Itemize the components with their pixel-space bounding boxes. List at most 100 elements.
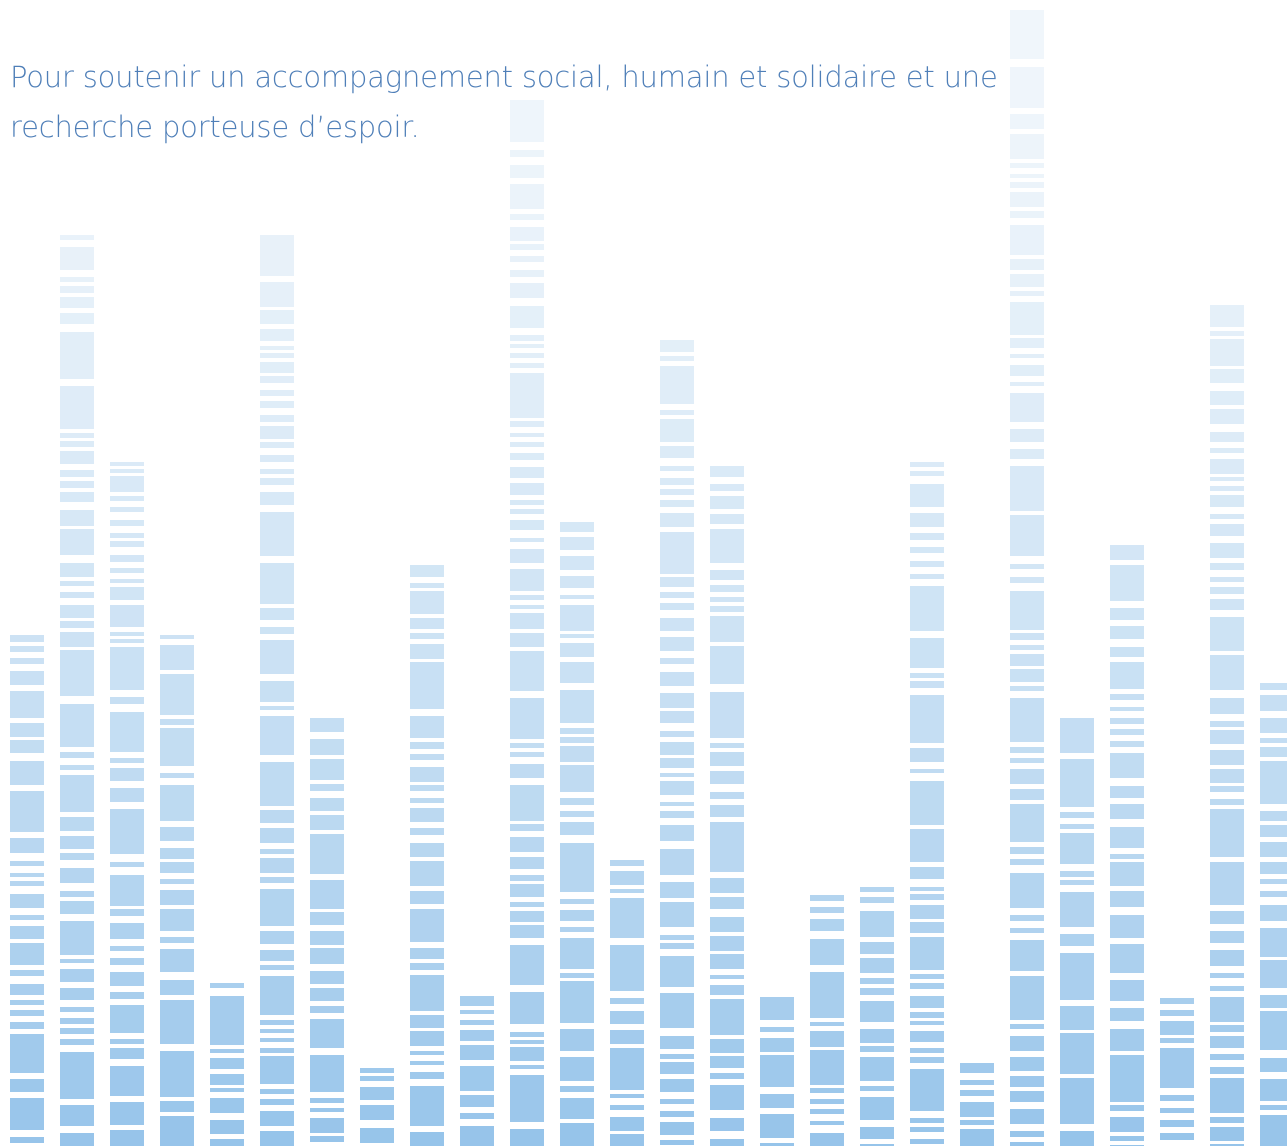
stripe <box>510 785 544 821</box>
stripe <box>1010 698 1044 742</box>
stripe <box>60 441 94 447</box>
stripe <box>260 1048 294 1053</box>
stripe <box>10 881 44 886</box>
stripe <box>260 455 294 462</box>
stripe <box>560 522 594 532</box>
stripe <box>1010 1076 1044 1087</box>
stripe <box>1010 577 1044 583</box>
stripe <box>910 829 944 862</box>
stripe <box>1210 655 1244 690</box>
stripe <box>60 510 94 526</box>
stripe <box>660 356 694 361</box>
stripe <box>910 1139 944 1144</box>
stripe <box>1060 759 1094 807</box>
stripe <box>510 270 544 277</box>
stripe <box>1160 998 1194 1004</box>
stripe <box>1160 1010 1194 1016</box>
stripe <box>710 1073 744 1079</box>
stripe <box>710 466 744 477</box>
stripe <box>260 469 294 474</box>
stripe <box>410 644 444 659</box>
stripe <box>110 958 144 965</box>
stripe <box>510 421 544 427</box>
stripe <box>1160 1021 1194 1035</box>
stripe <box>910 922 944 933</box>
stripe <box>810 1022 844 1026</box>
stripe <box>710 1056 744 1068</box>
stripe <box>1110 647 1144 657</box>
stripe <box>1210 862 1244 905</box>
stripe <box>10 1079 44 1092</box>
stripe <box>760 1055 794 1087</box>
stripe <box>260 346 294 350</box>
stripe <box>260 362 294 373</box>
stripe <box>860 887 894 892</box>
stripe <box>160 980 194 995</box>
stripe <box>1010 291 1044 296</box>
stripe <box>1260 695 1287 711</box>
stripe <box>810 1050 844 1085</box>
stripe <box>510 764 544 778</box>
stripe <box>60 592 94 598</box>
stripe <box>910 533 944 540</box>
stripe <box>1010 789 1044 800</box>
stripe <box>960 1080 994 1085</box>
stripe <box>410 591 444 614</box>
stripe <box>910 974 944 979</box>
stripe <box>210 1098 244 1113</box>
stripe <box>610 898 644 938</box>
stripe <box>810 972 844 1018</box>
stripe <box>60 1105 94 1126</box>
stripe <box>410 618 444 629</box>
stripe <box>510 283 544 298</box>
stripe <box>60 297 94 308</box>
stripe <box>1210 1117 1244 1123</box>
stripe <box>1060 934 1094 946</box>
stripe <box>810 939 844 965</box>
stripe <box>260 563 294 604</box>
stripe <box>1210 809 1244 857</box>
stripe <box>1260 842 1287 857</box>
stripe <box>1210 514 1244 519</box>
stripe <box>110 697 144 704</box>
stripe <box>510 353 544 358</box>
stripe <box>710 805 744 817</box>
stripe <box>910 1057 944 1063</box>
stripe <box>510 214 544 220</box>
stripe <box>260 478 294 485</box>
stripe <box>1260 862 1287 874</box>
stripe <box>1060 1078 1094 1124</box>
stripe <box>860 978 894 984</box>
stripe <box>660 532 694 574</box>
stripe <box>510 442 544 447</box>
stripe <box>1210 1067 1244 1074</box>
stripe <box>860 1097 894 1120</box>
stripe <box>110 507 144 512</box>
stripe <box>60 765 94 770</box>
stripe <box>260 627 294 634</box>
stripe <box>260 442 294 448</box>
stripe <box>910 561 944 567</box>
stripe <box>10 646 44 652</box>
stripe <box>510 857 544 869</box>
stripe <box>860 1127 894 1139</box>
stripe <box>510 569 544 591</box>
stripe <box>510 1040 544 1044</box>
stripe <box>410 909 444 942</box>
stripe <box>1060 718 1094 753</box>
stripe <box>1010 338 1044 348</box>
stripe <box>1110 545 1144 560</box>
stripe <box>560 746 594 762</box>
stripe <box>160 848 194 859</box>
stripe <box>260 858 294 873</box>
stripe <box>160 785 194 821</box>
stripe <box>1160 1108 1194 1113</box>
stripe <box>10 1010 44 1016</box>
stripe <box>510 633 544 647</box>
stripe <box>510 520 544 530</box>
stripe <box>410 808 444 822</box>
stripe <box>460 1030 494 1041</box>
stripe <box>10 671 44 685</box>
stripe <box>910 673 944 678</box>
stripe <box>660 758 694 768</box>
